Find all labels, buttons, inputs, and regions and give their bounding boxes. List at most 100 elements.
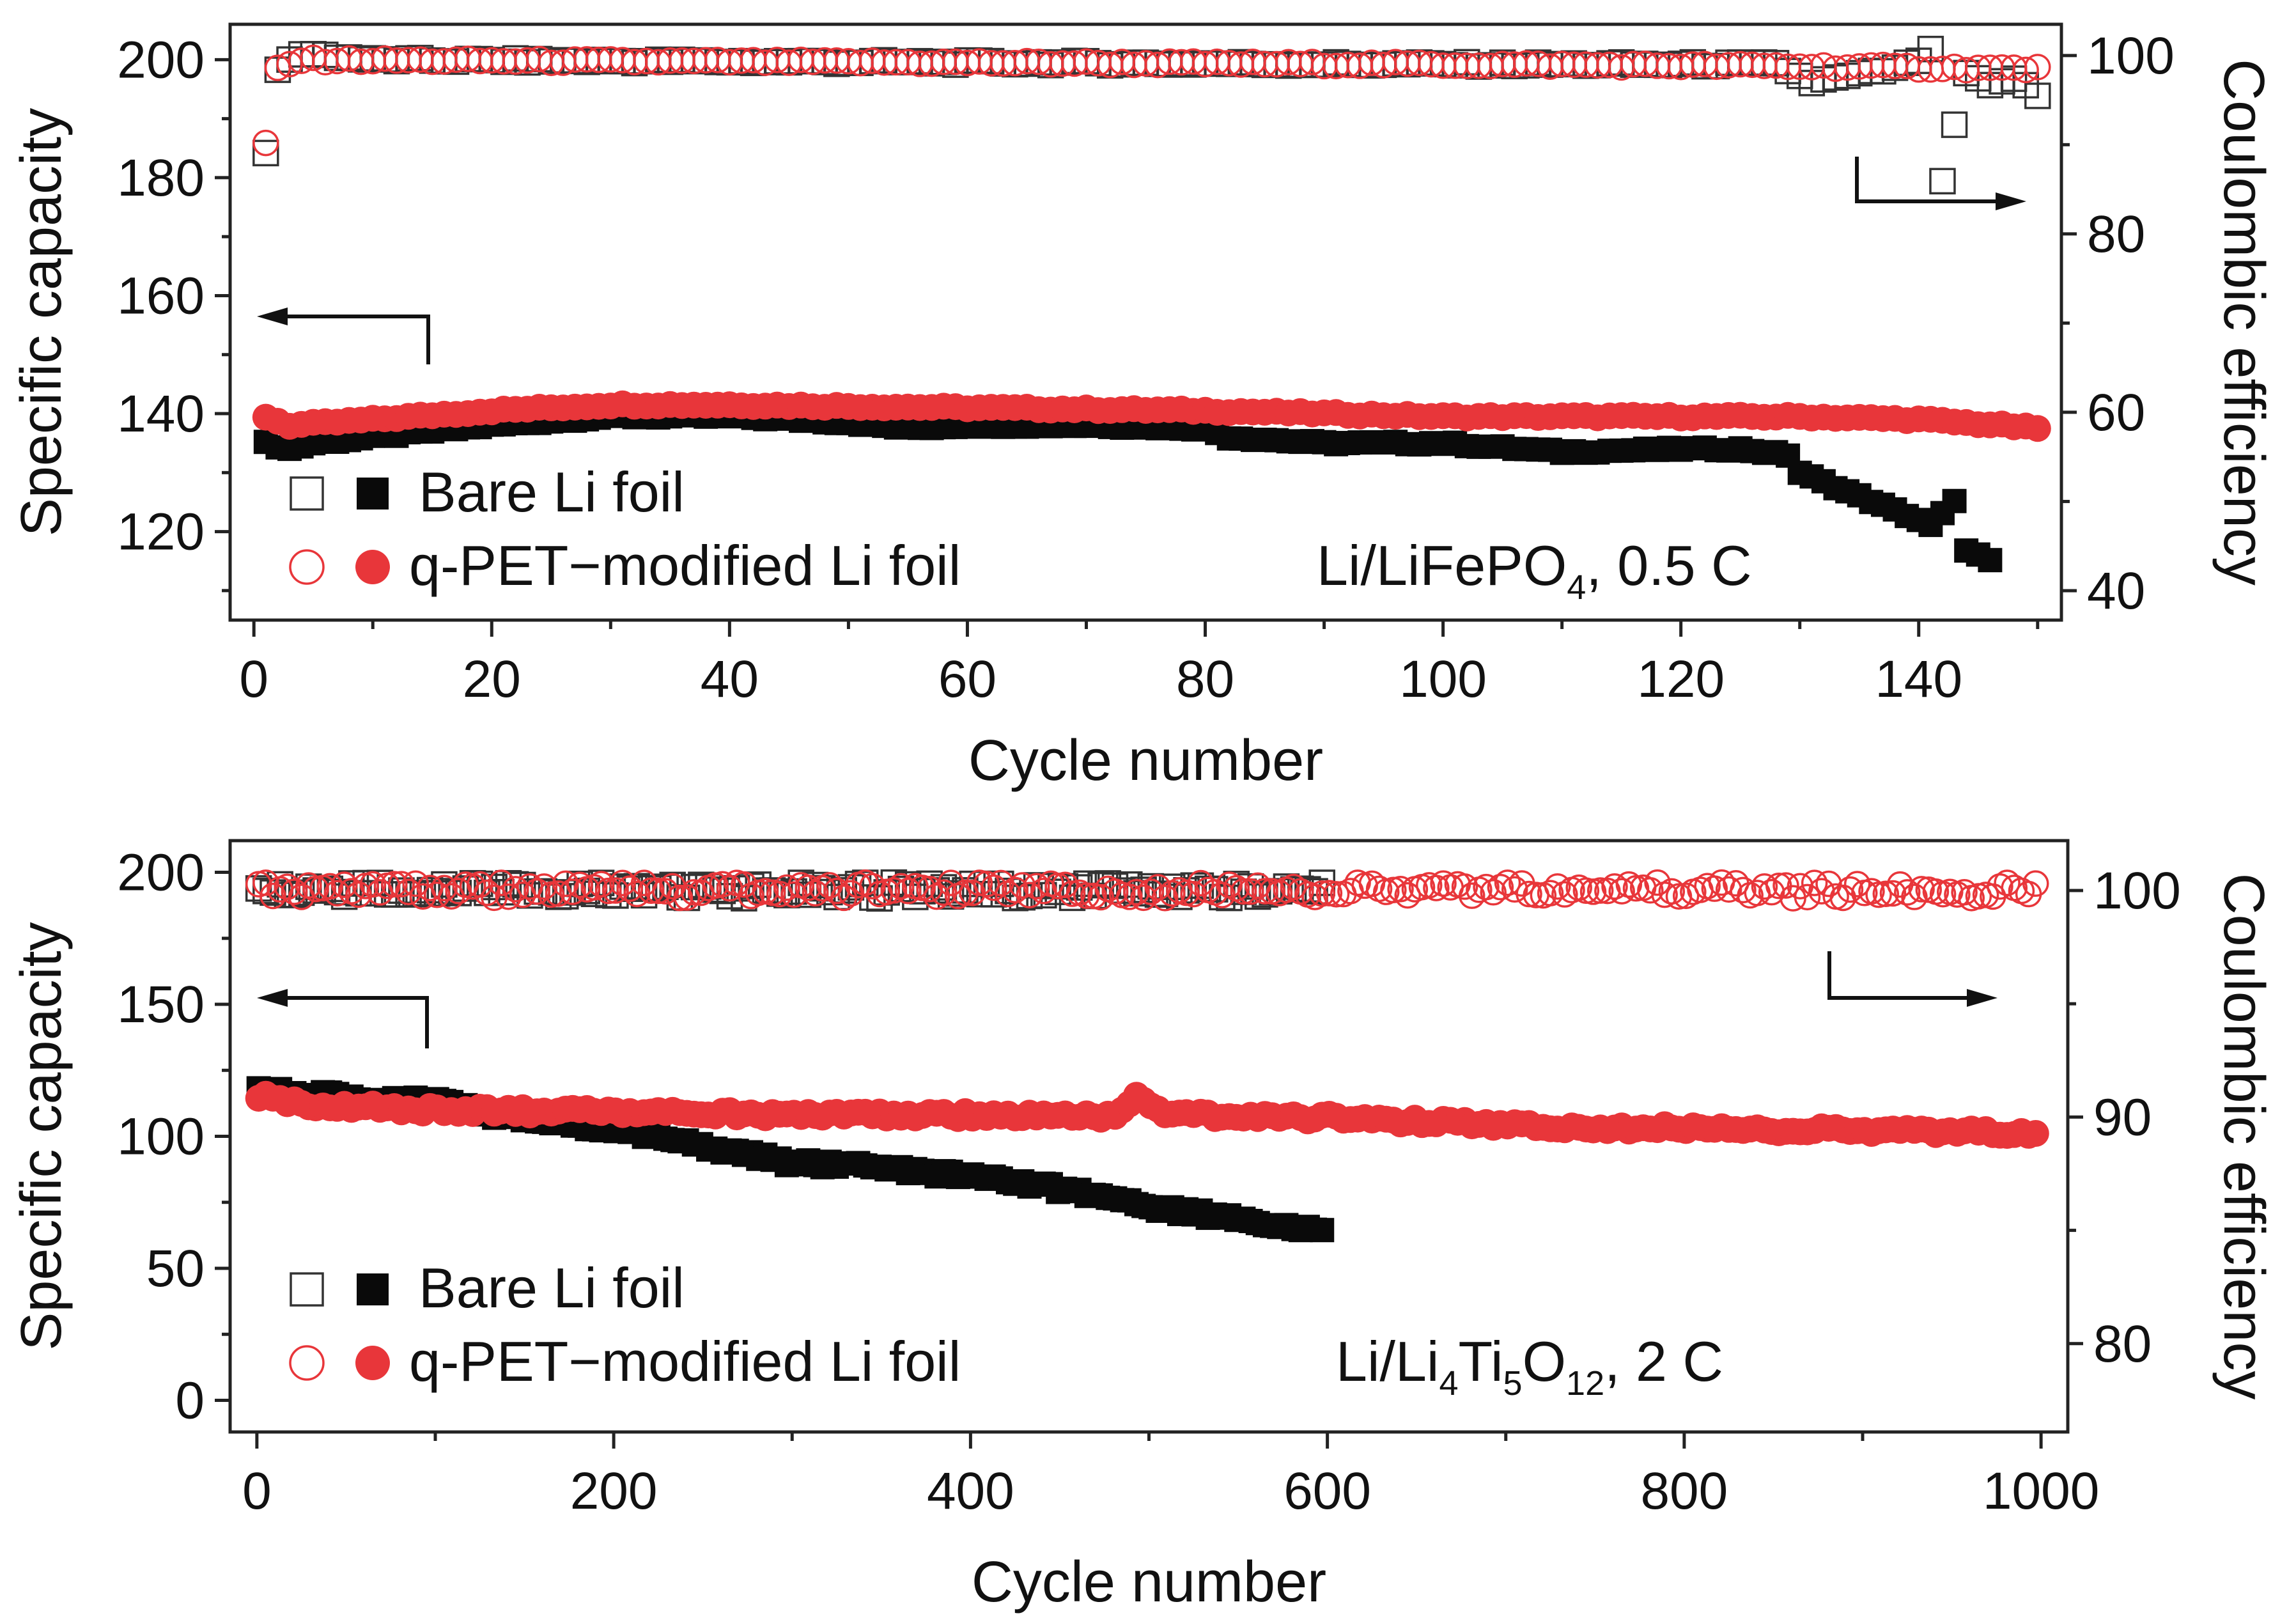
data-point [252,129,279,157]
legend-label-modified: q-PET−modified Li foil [409,1330,961,1393]
y-left-tick-label: 100 [117,1108,205,1166]
data-point [402,870,430,897]
x-tick-label: 1000 [1983,1462,2099,1520]
data-point [1751,873,1778,900]
data-point [1730,876,1757,904]
data-point [252,869,279,896]
data-point [1187,869,1214,897]
data-point [930,874,958,901]
legend-label-bare: Bare Li foil [419,1256,685,1319]
data-point [930,879,958,906]
y-right-tick-label: 100 [2093,862,2181,920]
data-point [780,881,807,908]
data-point [1394,882,1421,909]
data-point [980,874,1007,901]
data-point [531,873,558,900]
data-point [260,882,286,910]
data-point [264,54,291,81]
data-point [524,878,550,905]
annotation-text: Li/LiFePO [1317,534,1567,597]
legend: Bare Li foil q-PET−modified Li foil [289,1256,961,1393]
data-point [488,869,515,896]
x-tick-label: 0 [242,1462,272,1520]
series-filled-circle-left [245,1080,2049,1149]
y-left-tick-label: 50 [146,1240,205,1298]
data-point [1494,869,1521,896]
legend-marker-mod-open [289,1345,325,1381]
annotation-subscript: 4 [1439,1364,1458,1403]
data-point [1051,871,1079,899]
y-left-axis-title: Specific capacity [10,108,74,536]
data-point [995,880,1021,908]
data-point [1672,882,1700,910]
annotation-cell-system: Li/Li4Ti5O12, 2 C [1336,1330,1723,1403]
data-point [1130,884,1157,912]
data-point [1009,872,1036,899]
data-point [1473,873,1500,901]
x-tick-label: 800 [1640,1462,1728,1520]
data-point [1917,35,1944,63]
annotation-text: Ti [1458,1330,1503,1393]
data-point [395,878,422,905]
data-point [252,139,279,167]
x-tick-label: 80 [1176,650,1234,708]
data-point [1280,873,1307,901]
data-point [1501,876,1528,903]
annotation-text: , 2 C [1604,1330,1723,1393]
y-right-axis-title: Coulombic efficiency [2212,873,2276,1400]
data-point [823,877,850,905]
data-point [1894,879,1921,906]
data-point [1615,871,1643,898]
data-point [1451,873,1478,900]
data-point [1230,878,1257,905]
data-point [1901,883,1928,910]
data-point [1942,488,1967,513]
right-axis-arrow-head [1967,989,1997,1007]
data-point [1586,877,1614,904]
data-point [1023,873,1050,899]
data-point [673,884,701,911]
x-tick-label: 200 [570,1462,658,1520]
data-point [880,877,908,904]
data-point [1843,871,1871,898]
data-point [1487,873,1514,901]
data-point [580,880,608,907]
data-point [2024,415,2051,442]
data-point [1252,878,1278,905]
y-right-tick-label: 60 [2087,384,2145,442]
data-point [894,878,922,905]
data-point [481,873,508,901]
data-point [474,879,500,906]
data-point [587,871,615,898]
data-point [795,874,822,901]
data-point [1701,875,1728,902]
x-tick-label: 40 [701,650,759,708]
data-point [1423,875,1450,901]
data-point [1480,879,1507,906]
data-point [1772,872,1799,899]
data-point [359,871,387,898]
data-point [538,881,565,908]
data-point [1994,869,2021,896]
data-point [1237,878,1264,905]
y-left-axis-title: Specific capacity [10,922,74,1350]
data-point [1836,876,1864,903]
data-point [2022,870,2049,897]
annotation-text: O [1523,1330,1566,1393]
data-point [1829,884,1857,912]
data-point [1537,880,1564,906]
data-point [274,873,301,901]
data-point [467,871,493,898]
data-point [495,883,522,910]
data-point [302,875,329,903]
y-right-axis-title: Coulombic efficiency [2212,59,2276,586]
data-point [1323,881,1350,908]
legend-marker-mod-filled [355,1346,390,1380]
data-point [937,869,965,896]
data-point [502,876,529,903]
data-point [594,877,622,905]
data-point [723,875,750,902]
data-point [1387,875,1414,903]
data-point [616,875,643,902]
x-tick-label: 20 [463,650,521,708]
